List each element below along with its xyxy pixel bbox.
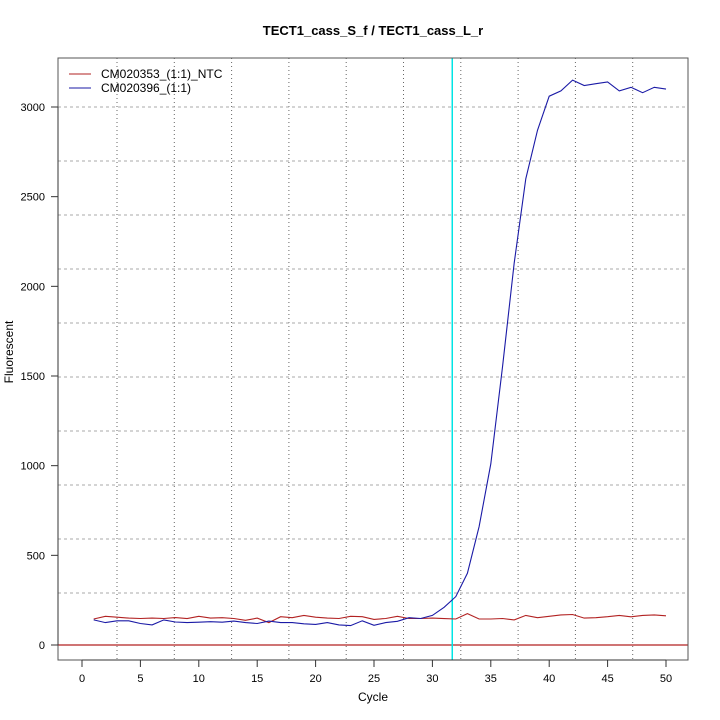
legend-label-ntc: CM020353_(1:1)_NTC — [101, 67, 223, 81]
x-tick-label: 20 — [309, 673, 321, 685]
x-axis: 0 5 10 15 20 25 30 35 40 45 50 — [79, 659, 672, 685]
grid — [58, 58, 688, 660]
x-tick-label: 5 — [137, 673, 143, 685]
x-tick-label: 0 — [79, 673, 85, 685]
x-tick-label: 45 — [601, 673, 613, 685]
y-tick-label: 2000 — [21, 281, 45, 293]
x-tick-label: 15 — [251, 673, 263, 685]
y-tick-label: 3000 — [21, 102, 45, 114]
series-line-0 — [93, 612, 667, 624]
series-line-1 — [93, 79, 667, 627]
x-tick-label: 25 — [368, 673, 380, 685]
plot-marks — [58, 58, 688, 660]
y-tick-label: 1000 — [21, 461, 45, 473]
y-tick-label: 500 — [27, 550, 45, 562]
y-tick-label: 0 — [39, 640, 45, 652]
y-axis-label: Fluorescent — [2, 320, 16, 383]
y-tick-label: 2500 — [21, 192, 45, 204]
x-axis-label: Cycle — [358, 690, 388, 704]
x-tick-label: 30 — [426, 673, 438, 685]
x-tick-label: 10 — [193, 673, 205, 685]
x-tick-label: 50 — [660, 673, 672, 685]
x-tick-label: 35 — [485, 673, 497, 685]
y-axis: 0 500 1000 1500 2000 2500 3000 — [21, 102, 59, 652]
y-tick-label: 1500 — [21, 371, 45, 383]
plot-frame — [57, 57, 689, 661]
chart-title: TECT1_cass_S_f / TECT1_cass_L_r — [263, 23, 483, 38]
legend: CM020353_(1:1)_NTC CM020396_(1:1) — [69, 67, 223, 95]
x-tick-label: 40 — [543, 673, 555, 685]
legend-label-sample: CM020396_(1:1) — [101, 81, 191, 95]
